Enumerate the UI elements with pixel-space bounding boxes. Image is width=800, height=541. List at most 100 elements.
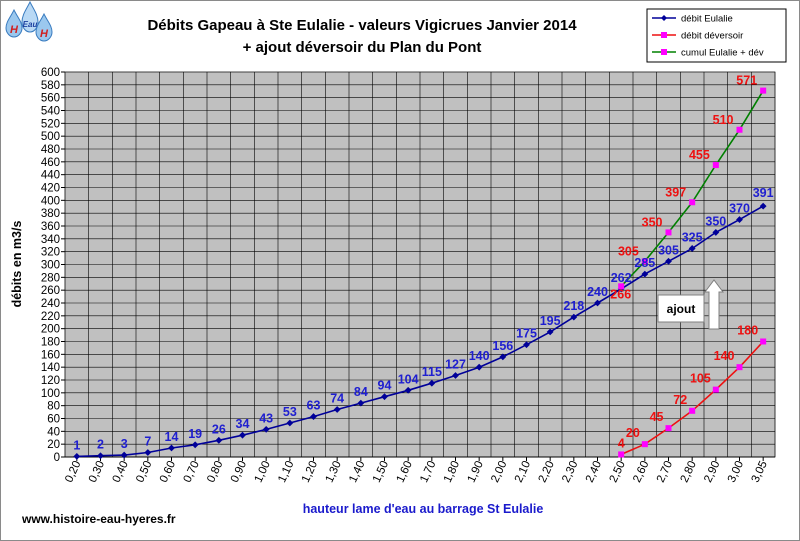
- data-label-3: 571: [736, 74, 757, 88]
- y-tick-label: 120: [41, 375, 60, 387]
- x-tick-label: 0,80: [205, 459, 225, 484]
- x-tick-label: 1,50: [371, 459, 391, 484]
- series-2-point: [689, 407, 696, 414]
- x-tick-label: 1,10: [276, 459, 296, 484]
- x-axis-label: hauteur lame d'eau au barrage St Eulalie: [303, 502, 544, 516]
- series-3-point: [618, 283, 625, 290]
- data-label-2: 140: [714, 349, 735, 363]
- y-tick-label: 80: [47, 401, 60, 413]
- x-tick-label: 2,30: [560, 459, 580, 484]
- y-tick-label: 160: [41, 349, 60, 361]
- annotation-text: ajout: [667, 302, 696, 316]
- y-tick-label: 180: [41, 337, 60, 349]
- x-tick-label: 0,70: [182, 459, 202, 484]
- website-url: www.histoire-eau-hyeres.fr: [21, 512, 176, 526]
- x-tick-label: 0,20: [63, 459, 83, 484]
- y-tick-label: 40: [47, 426, 60, 438]
- data-label-3: 397: [665, 185, 686, 199]
- data-label-1: 350: [705, 214, 726, 228]
- y-tick-label: 320: [41, 247, 60, 259]
- series-1-point: [262, 426, 270, 433]
- legend-label-1: débit Eulalie: [681, 14, 733, 25]
- series-1-point: [452, 372, 459, 379]
- data-label-1: 115: [422, 365, 442, 379]
- series-1-point: [475, 363, 483, 371]
- legend-label-2: débit déversoir: [681, 31, 743, 42]
- x-tick-label: 3,05: [750, 459, 770, 484]
- data-label-1: 285: [634, 256, 655, 270]
- series-3-point: [641, 258, 648, 265]
- logo-letter-1: H: [10, 24, 19, 36]
- x-tick-label: 2,60: [631, 459, 651, 484]
- series-1-point: [688, 245, 696, 252]
- data-label-1: 1: [73, 438, 80, 452]
- y-axis-label: débits en m3/s: [10, 221, 24, 308]
- series-1-point: [286, 419, 294, 427]
- series-1-point: [381, 393, 388, 401]
- data-label-1: 305: [658, 243, 679, 257]
- series-1-point: [239, 431, 246, 439]
- data-label-2: 45: [650, 410, 664, 424]
- y-tick-label: 340: [41, 234, 60, 246]
- up-arrow-icon: [704, 279, 724, 330]
- series-1-point: [120, 451, 128, 459]
- series-1-point: [168, 444, 175, 452]
- x-tick-label: 0,30: [87, 459, 107, 484]
- x-axis: 0,20 0,30 0,40 0,50 0,60 0,70 0,80 0,90 1,00 1,10…: [63, 456, 775, 485]
- grid: [64, 71, 776, 458]
- x-tick-label: 2,80: [679, 459, 699, 484]
- logo-letter-3: H: [40, 28, 49, 40]
- data-label-1: 94: [378, 379, 392, 393]
- series-2-point: [736, 364, 743, 371]
- series-3-point: [665, 229, 672, 236]
- y-tick-label: 20: [47, 439, 60, 451]
- y-tick-label: 600: [41, 67, 60, 79]
- legend-label-3: cumul Eulalie + dév: [681, 48, 764, 59]
- series-1-point: [736, 216, 743, 223]
- data-label-1: 156: [492, 339, 513, 353]
- y-tick-label: 280: [41, 272, 60, 284]
- data-label-1: 19: [188, 427, 202, 441]
- series-1-point: [144, 449, 152, 456]
- x-tick-label: 3,00: [726, 459, 746, 484]
- data-label-1: 43: [259, 411, 273, 425]
- y-tick-label: 520: [41, 118, 60, 130]
- data-label-2: 4: [618, 436, 625, 450]
- x-tick-label: 2,70: [655, 459, 675, 484]
- data-label-3: 510: [713, 113, 734, 127]
- series-3-point: [712, 162, 719, 169]
- y-axis: 0204060801001201401601802002202402602803…: [41, 67, 65, 464]
- series-1-point: [546, 328, 554, 336]
- x-tick-label: 1,20: [300, 459, 320, 484]
- x-tick-label: 0,50: [134, 459, 154, 484]
- series-2-point: [712, 386, 719, 393]
- data-label-2: 105: [690, 372, 711, 386]
- y-tick-label: 560: [41, 93, 60, 105]
- logo-letter-2: Eau: [23, 20, 38, 29]
- legend: débit Eulalie débit déversoir cumul Eulali…: [646, 8, 787, 63]
- series-1-point: [333, 406, 341, 413]
- series-2-point: [760, 338, 767, 345]
- data-label-1: 218: [563, 299, 584, 313]
- y-tick-label: 460: [41, 157, 60, 169]
- y-tick-label: 500: [41, 131, 60, 143]
- x-tick-label: 2,50: [608, 459, 628, 484]
- y-tick-label: 240: [41, 298, 60, 310]
- y-tick-label: 60: [47, 414, 60, 426]
- y-tick-label: 220: [41, 311, 60, 323]
- x-tick-label: 2,20: [537, 459, 557, 484]
- data-label-1: 26: [212, 422, 226, 436]
- x-tick-label: 0,60: [158, 459, 178, 484]
- y-tick-label: 580: [41, 80, 60, 92]
- y-tick-label: 360: [41, 221, 60, 233]
- x-tick-label: 1,70: [418, 459, 438, 484]
- series-1-point: [759, 202, 767, 210]
- x-tick-label: 0,90: [229, 459, 249, 484]
- series-1-point: [594, 299, 601, 307]
- x-tick-label: 1,00: [253, 459, 273, 484]
- data-label-1: 84: [354, 385, 368, 399]
- y-tick-label: 420: [41, 183, 60, 195]
- series-1-point: [712, 229, 720, 236]
- y-tick-label: 380: [41, 208, 60, 220]
